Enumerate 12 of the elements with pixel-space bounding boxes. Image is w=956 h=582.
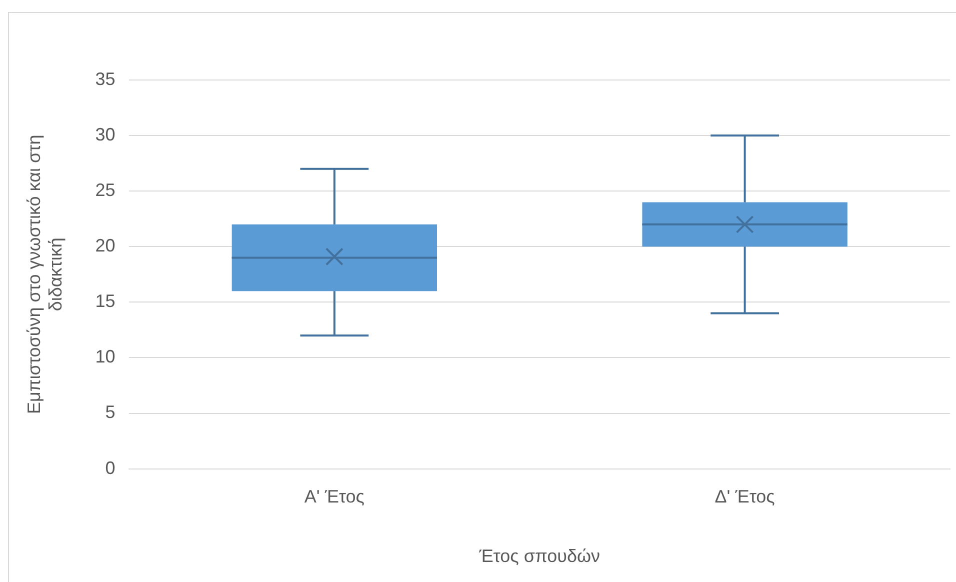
y-axis-title: Εμπιστοσύνη στο γνωστικό και στη διδακτική bbox=[24, 134, 66, 414]
y-tick-label: 25 bbox=[95, 180, 116, 200]
y-tick-label: 10 bbox=[95, 346, 116, 367]
x-tick-label: Α' Έτος bbox=[304, 486, 365, 507]
y-tick-label: 35 bbox=[95, 68, 116, 89]
y-tick-label: 5 bbox=[105, 402, 116, 422]
y-tick-label: 20 bbox=[95, 236, 116, 256]
x-axis-title: Έτος σπουδών bbox=[478, 546, 600, 566]
y-tick-label: 15 bbox=[95, 291, 116, 312]
y-tick-label: 30 bbox=[95, 124, 116, 145]
y-tick-label: 0 bbox=[105, 458, 116, 478]
x-tick-label: Δ' Έτος bbox=[714, 486, 776, 507]
